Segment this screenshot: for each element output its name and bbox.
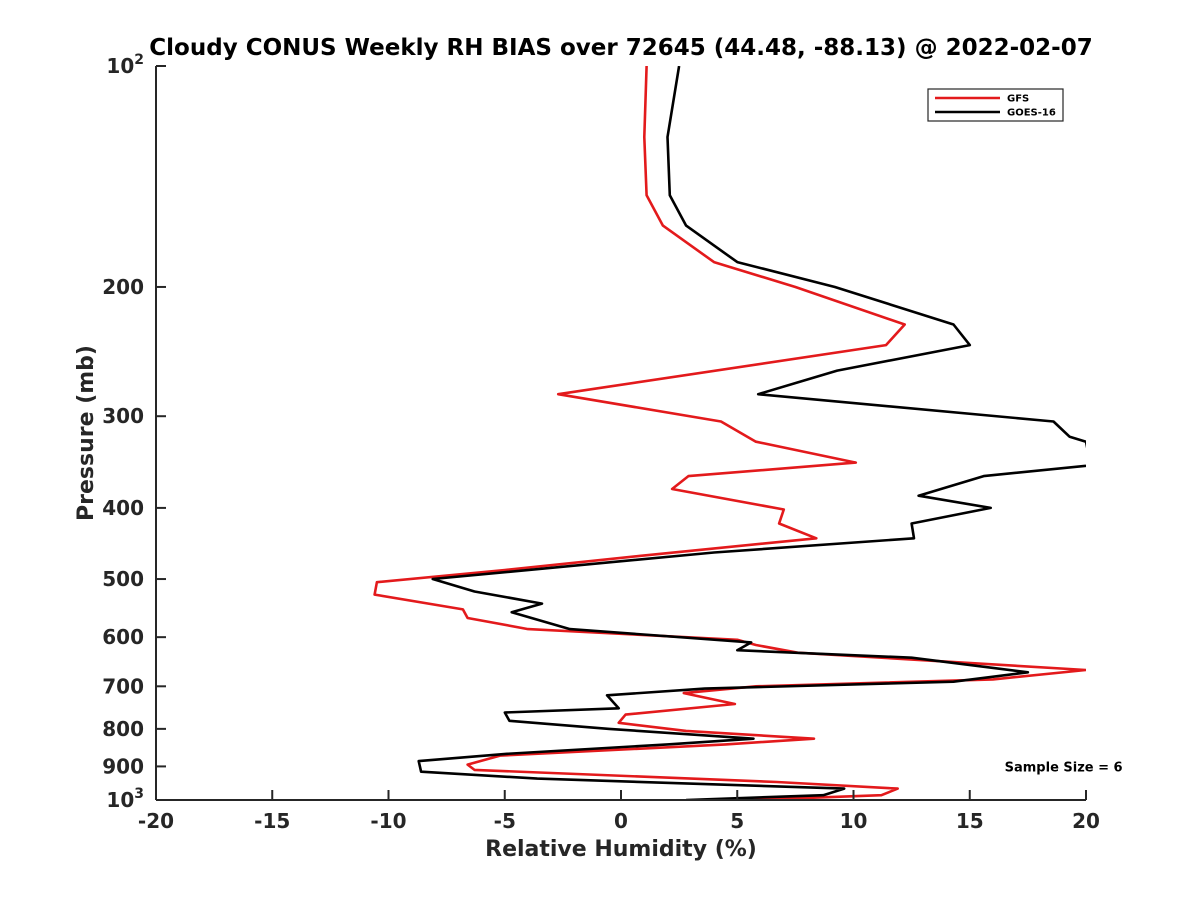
y-tick-label: 200 — [102, 275, 144, 299]
legend-box — [927, 88, 1064, 122]
chart-title: Cloudy CONUS Weekly RH BIAS over 72645 (… — [149, 35, 1092, 61]
y-tick-label: 103 — [106, 786, 144, 812]
x-tick-label: 10 — [840, 809, 868, 833]
legend-label: GFS — [1007, 94, 1029, 105]
series-group — [373, 66, 1086, 800]
y-tick-label: 400 — [102, 496, 144, 520]
x-tick-label: -5 — [494, 809, 516, 833]
annotations: Sample Size = 6 — [1005, 760, 1123, 775]
x-axis-label: Relative Humidity (%) — [485, 837, 757, 862]
legend-label: GOES-16 — [1007, 108, 1056, 119]
y-axis-label: Pressure (mb) — [74, 345, 99, 521]
series-line-goes-16 — [417, 66, 1086, 800]
x-tick-label: -20 — [138, 809, 174, 833]
y-tick-label: 900 — [102, 754, 144, 778]
y-tick-label: 700 — [102, 674, 144, 698]
y-tick-label: 300 — [102, 404, 144, 428]
x-tick-label: 20 — [1072, 809, 1100, 833]
y-tick-label: 102 — [106, 52, 144, 78]
plot-area: -20 -15 -10 -5 0 5 10 15 20 102 200 300 400 500 600 700… — [102, 52, 1100, 833]
x-tick-label: 15 — [956, 809, 984, 833]
series-line-gfs — [373, 66, 1086, 800]
x-tick-label: 0 — [614, 809, 628, 833]
y-tick-label: 600 — [102, 625, 144, 649]
x-tick-label: 5 — [730, 809, 744, 833]
legend: GFS GOES-16 — [927, 88, 1064, 122]
y-tick-label: 500 — [102, 567, 144, 591]
x-tick-label: -10 — [370, 809, 406, 833]
x-tick-label: -15 — [254, 809, 290, 833]
annotation-sample-size: Sample Size = 6 — [1005, 760, 1123, 775]
y-tick-label: 800 — [102, 717, 144, 741]
